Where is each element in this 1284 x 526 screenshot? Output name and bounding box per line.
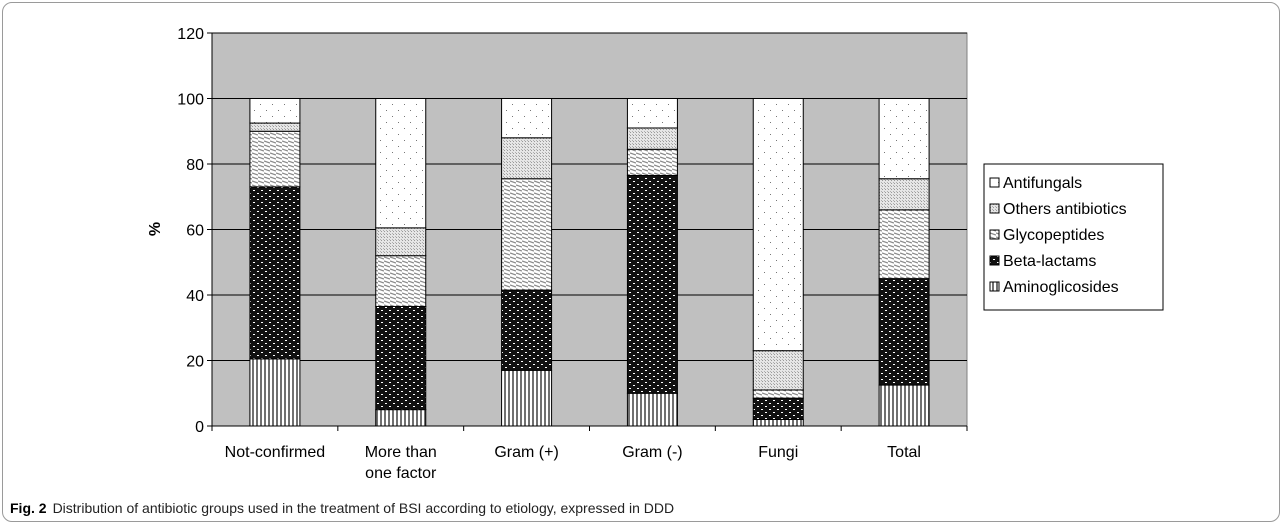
caption-label: Fig. 2 xyxy=(10,500,47,516)
y-tick-label: 40 xyxy=(186,288,204,305)
bar-segment xyxy=(249,130,301,188)
bar-segment xyxy=(752,418,804,427)
x-tick-label: More than xyxy=(365,444,437,461)
bar-segment xyxy=(501,178,553,291)
bar-segment xyxy=(752,98,804,352)
bar-segment xyxy=(878,178,930,211)
bar-segment xyxy=(375,409,427,427)
bar-segment xyxy=(626,174,678,394)
bar-segment xyxy=(249,358,301,427)
x-tick-label: one factor xyxy=(365,465,437,482)
caption-text: Distribution of antibiotic groups used i… xyxy=(52,500,675,516)
x-tick-label: Total xyxy=(887,444,921,461)
legend-swatch xyxy=(989,203,1000,214)
y-tick-label: 60 xyxy=(186,223,204,240)
bar-segment xyxy=(375,305,427,411)
legend-swatch xyxy=(989,255,1000,266)
bar-segment xyxy=(878,98,930,180)
bar-segment xyxy=(626,148,678,176)
legend: Antifungals Others antibiotics Glycopeptid… xyxy=(983,163,1164,311)
bar-segment xyxy=(501,369,553,427)
bars xyxy=(249,98,930,427)
y-axis-label: % xyxy=(147,222,164,236)
bar-segment xyxy=(501,137,553,180)
bar-segment xyxy=(375,98,427,229)
x-tick-label: Gram (-) xyxy=(622,444,682,461)
bar-segment xyxy=(626,98,678,129)
x-tick-label: Not-confirmed xyxy=(225,444,325,461)
bar-segment xyxy=(752,350,804,391)
bar-segment xyxy=(878,209,930,280)
figure-caption: Fig. 2 Distribution of antibiotic groups … xyxy=(10,500,674,516)
bar-segment xyxy=(375,227,427,257)
bar-segment xyxy=(626,392,678,427)
bar-segment xyxy=(752,389,804,399)
bar-segment xyxy=(626,127,678,150)
y-tick-label: 20 xyxy=(186,354,204,371)
legend-label: Glycopeptides xyxy=(1003,227,1104,244)
bar-segment xyxy=(249,98,301,124)
x-tick-label: Gram (+) xyxy=(494,444,558,461)
bar-segment xyxy=(375,255,427,307)
legend-swatch xyxy=(989,281,1000,292)
y-tick-label: 100 xyxy=(177,92,204,109)
bar-segment xyxy=(878,384,930,427)
y-tick-label: 0 xyxy=(195,419,204,436)
bar-segment xyxy=(249,186,301,360)
legend-label: Aminoglicosides xyxy=(1003,279,1119,296)
bar-segment xyxy=(752,397,804,420)
legend-label: Beta-lactams xyxy=(1003,253,1096,270)
axes: 0 20 40 60 80 100 120% Not-confirmed More than on… xyxy=(147,26,968,482)
x-tick-label: Fungi xyxy=(758,444,798,461)
y-tick-label: 80 xyxy=(186,157,204,174)
y-tick-label: 120 xyxy=(177,26,204,43)
bar-segment xyxy=(249,122,301,132)
bar-segment xyxy=(501,98,553,139)
legend-swatch xyxy=(989,177,1000,188)
legend-swatch xyxy=(989,229,1000,240)
legend-label: Antifungals xyxy=(1003,175,1082,192)
bar-segment xyxy=(501,289,553,371)
grid-lines xyxy=(212,32,967,361)
bar-segment xyxy=(878,278,930,386)
legend-box xyxy=(983,163,1164,311)
legend-label: Others antibiotics xyxy=(1003,201,1127,218)
